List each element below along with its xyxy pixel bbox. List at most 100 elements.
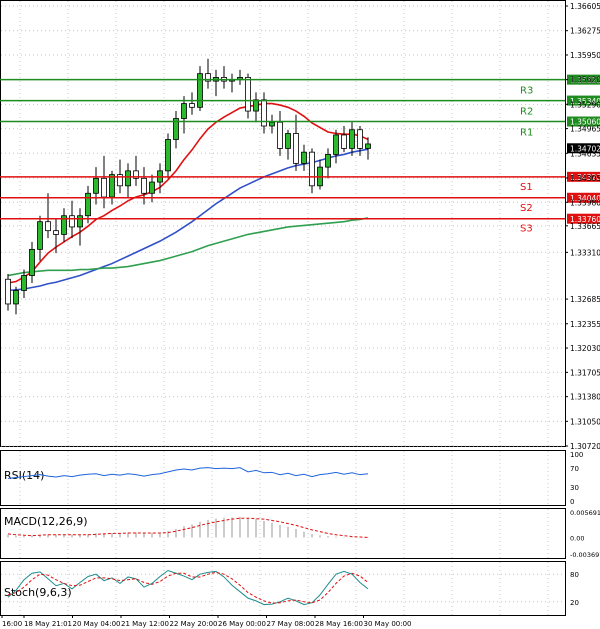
time-tick-label: 20 May 04:00 [73, 620, 121, 628]
macd-tick-label: 0.005691 [570, 509, 600, 517]
panel-frame-2 [0, 508, 566, 559]
level-price-label: 1.35060 [570, 118, 600, 127]
level-price-box [567, 95, 600, 106]
candle [21, 269, 27, 298]
price-tick-label: 1.35290 [570, 100, 600, 109]
candle-body-up [325, 154, 331, 168]
candle [365, 137, 371, 160]
level-label-r1: R1 [520, 128, 533, 139]
level-price-box [567, 171, 600, 182]
time-axis: 16:00 18 May 21:01 20 May 04:00 21 May 12:0… [1, 615, 412, 628]
current-price-box [567, 143, 600, 154]
time-tick-label: 26 May 00:00 [218, 620, 266, 628]
candle-body-down [141, 177, 147, 194]
grid [0, 0, 566, 616]
panel-frame-1 [0, 450, 566, 506]
candle-body-up [109, 174, 115, 198]
level-price-box [567, 192, 600, 203]
candle [189, 92, 195, 115]
candle-body-up [301, 151, 307, 164]
time-tick-label: 21 May 12:00 [121, 620, 169, 628]
candle [197, 66, 203, 112]
level-price-label: 1.35620 [570, 76, 600, 85]
candle-body-down [133, 170, 139, 179]
rsi-tick-label: 100 [570, 451, 583, 459]
support-resistance-levels: R3 1.35620 R2 1.35340 R1 1.35060 S1 1.34320 S2 1.… [0, 74, 600, 235]
level-price-label: 1.35340 [570, 97, 600, 106]
time-tick-label: 28 May 16:00 [315, 620, 363, 628]
stoch-title: Stoch(9,6,3) [4, 586, 72, 599]
macd-tick-label: 0.00 [570, 534, 584, 542]
price-tick-label: 1.31705 [570, 368, 600, 377]
price-tick-label: 1.34305 [570, 174, 600, 183]
price-tick-label: 1.35620 [570, 76, 600, 85]
level-price-label: 1.34040 [570, 194, 600, 203]
candle-body-up [93, 177, 99, 194]
candle-body-down [309, 151, 315, 187]
candle-body-down [293, 133, 299, 164]
candle-body-up [149, 181, 155, 194]
panel-frame-3 [0, 561, 566, 616]
price-tick-label: 1.33310 [570, 248, 600, 257]
panel-frame-0 [0, 0, 566, 447]
price-axis: 1.36605 1.36275 1.35950 1.35620 1.35290 1.349… [565, 2, 600, 451]
macd-title: MACD(12,26,9) [4, 515, 88, 528]
candle-body-up [165, 139, 171, 172]
price-tick-label: 1.33665 [570, 222, 600, 231]
candle-body-up [333, 134, 339, 155]
rsi-tick-label: 30 [570, 484, 579, 492]
candle-body-down [5, 278, 11, 305]
price-tick-label: 1.34635 [570, 149, 600, 158]
candle [357, 126, 363, 156]
candle [301, 144, 307, 171]
candle [309, 148, 315, 194]
candle-body-up [269, 121, 275, 127]
price-tick-label: 1.36605 [570, 2, 600, 11]
candle [293, 114, 299, 171]
macd-signal-line [7, 517, 369, 538]
candle-body-down [245, 77, 251, 112]
candle [85, 185, 91, 224]
candle-body-down [53, 230, 59, 235]
candle [133, 155, 139, 186]
stoch-k-line [7, 569, 369, 606]
candle [325, 148, 331, 179]
candle-body-up [197, 73, 203, 108]
rsi-panel: RSI(14) 100 70 30 0 [4, 451, 583, 506]
candle [61, 208, 67, 242]
candle [45, 193, 51, 239]
level-price-label: 1.34320 [570, 173, 600, 182]
candle-body-up [85, 192, 91, 217]
candle [37, 215, 43, 261]
macd-tick-label: -0.003697 [570, 551, 600, 559]
ma-line-1 [7, 148, 369, 292]
candle [349, 122, 355, 156]
price-tick-label: 1.32685 [570, 295, 600, 304]
candle-body-down [101, 177, 107, 198]
candle-body-up [125, 170, 131, 187]
moving-averages [7, 102, 369, 292]
current-price-label: 1.34702 [570, 144, 600, 153]
candle-body-down [341, 134, 347, 149]
candle [165, 133, 171, 179]
price-tick-label: 1.31380 [570, 393, 600, 402]
price-tick-label: 1.35950 [570, 51, 600, 60]
candle-body-up [253, 99, 259, 112]
candle-body-up [365, 143, 371, 149]
candle [285, 129, 291, 160]
rsi-line [7, 467, 369, 479]
candle [341, 126, 347, 153]
stoch-panel: Stoch(9,6,3) 80 20 [1, 569, 579, 607]
price-tick-label: 1.31050 [570, 417, 600, 426]
level-label-r3: R3 [520, 86, 533, 97]
candle-body-up [13, 290, 19, 305]
level-price-label: 1.33760 [570, 215, 600, 224]
candle [333, 129, 339, 164]
candle-body-down [277, 121, 283, 149]
candle [77, 208, 83, 246]
candle [125, 163, 131, 198]
candle-body-down [117, 174, 123, 187]
time-tick-label: 30 May 00:00 [364, 620, 412, 628]
level-label-s2: S2 [520, 203, 533, 214]
